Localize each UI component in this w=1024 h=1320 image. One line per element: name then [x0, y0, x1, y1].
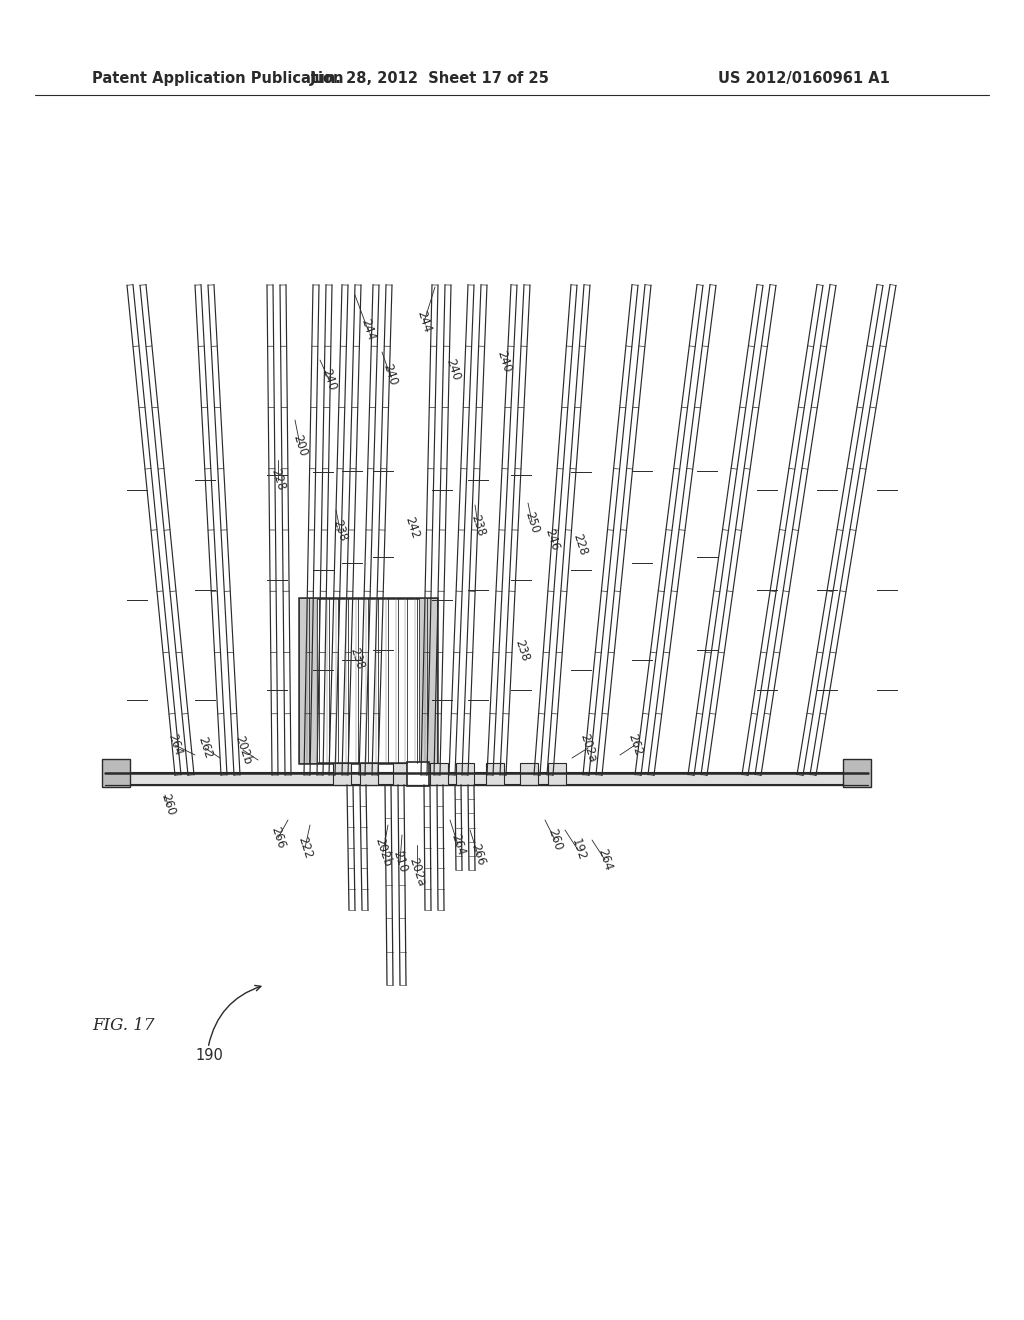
- Bar: [333, 763, 351, 785]
- Text: 242: 242: [402, 515, 422, 541]
- Bar: [393, 763, 411, 785]
- Text: 240: 240: [495, 350, 514, 375]
- Text: 266: 266: [268, 825, 288, 850]
- Text: 228: 228: [570, 532, 590, 557]
- Bar: [360, 763, 378, 785]
- Bar: [843, 759, 871, 787]
- Text: 244: 244: [415, 309, 433, 335]
- Text: 192: 192: [568, 837, 588, 863]
- Text: 260: 260: [159, 792, 177, 817]
- Text: 266: 266: [468, 842, 487, 867]
- Text: 262: 262: [196, 735, 215, 760]
- Text: 240: 240: [443, 358, 463, 383]
- Bar: [456, 763, 474, 785]
- Bar: [299, 598, 437, 763]
- Text: 264: 264: [595, 847, 614, 873]
- Text: 202a: 202a: [407, 855, 428, 888]
- Bar: [430, 763, 449, 785]
- Text: 244: 244: [358, 317, 378, 343]
- Bar: [102, 759, 130, 787]
- Bar: [105, 774, 868, 785]
- Bar: [407, 762, 429, 785]
- Text: 238: 238: [468, 512, 487, 537]
- Text: 240: 240: [319, 367, 339, 392]
- Text: 238: 238: [512, 638, 531, 663]
- Text: 262: 262: [626, 733, 645, 758]
- Text: 240: 240: [380, 363, 399, 388]
- Text: 202a: 202a: [578, 731, 599, 764]
- Text: Jun. 28, 2012  Sheet 17 of 25: Jun. 28, 2012 Sheet 17 of 25: [310, 70, 550, 86]
- Text: 250: 250: [522, 510, 542, 535]
- Text: 238: 238: [347, 645, 367, 671]
- Text: 202b: 202b: [372, 836, 394, 869]
- Text: Patent Application Publication: Patent Application Publication: [92, 70, 343, 86]
- Bar: [299, 598, 317, 763]
- Bar: [548, 763, 566, 785]
- Text: 222: 222: [295, 836, 314, 861]
- Bar: [486, 763, 504, 785]
- Text: 200: 200: [291, 433, 309, 458]
- Text: FIG. 17: FIG. 17: [92, 1016, 155, 1034]
- Text: US 2012/0160961 A1: US 2012/0160961 A1: [718, 70, 890, 86]
- Text: 264: 264: [449, 833, 468, 858]
- Text: 210: 210: [390, 849, 410, 875]
- Text: 190: 190: [195, 1048, 223, 1063]
- Text: 202b: 202b: [232, 734, 254, 766]
- Text: 264: 264: [165, 733, 184, 758]
- Bar: [520, 763, 538, 785]
- Bar: [105, 774, 868, 785]
- Text: 238: 238: [331, 517, 349, 543]
- Bar: [419, 598, 437, 763]
- Text: 246: 246: [543, 527, 561, 553]
- Text: 260: 260: [546, 828, 564, 853]
- Text: 228: 228: [268, 467, 288, 492]
